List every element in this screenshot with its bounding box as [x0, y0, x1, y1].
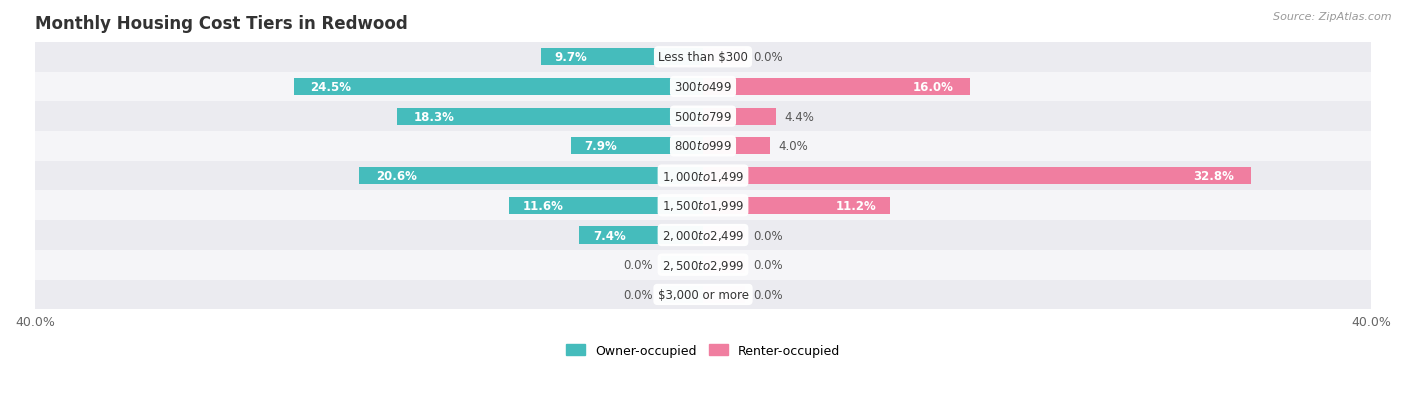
Text: 0.0%: 0.0%	[754, 229, 783, 242]
Bar	[509, 197, 703, 214]
Bar	[571, 138, 703, 155]
Text: 18.3%: 18.3%	[413, 110, 456, 123]
Bar	[398, 108, 703, 126]
Bar	[359, 168, 703, 185]
Bar	[703, 197, 890, 214]
Bar	[0, 43, 1406, 72]
Text: 0.0%: 0.0%	[623, 288, 652, 301]
Bar	[0, 102, 1406, 132]
Text: $3,000 or more: $3,000 or more	[658, 288, 748, 301]
Text: 4.0%: 4.0%	[778, 140, 808, 153]
Text: 0.0%: 0.0%	[754, 259, 783, 272]
Text: $800 to $999: $800 to $999	[673, 140, 733, 153]
Text: 11.6%: 11.6%	[523, 199, 564, 212]
Text: 32.8%: 32.8%	[1194, 170, 1234, 183]
Bar	[0, 221, 1406, 250]
Text: 24.5%: 24.5%	[311, 81, 352, 94]
Text: Source: ZipAtlas.com: Source: ZipAtlas.com	[1274, 12, 1392, 22]
Bar	[541, 49, 703, 66]
Text: 4.4%: 4.4%	[785, 110, 814, 123]
Text: 9.7%: 9.7%	[554, 51, 588, 64]
Text: $300 to $499: $300 to $499	[673, 81, 733, 94]
Bar	[703, 286, 745, 303]
Bar	[703, 256, 745, 274]
Bar	[0, 250, 1406, 280]
Text: $2,500 to $2,999: $2,500 to $2,999	[662, 258, 744, 272]
Legend: Owner-occupied, Renter-occupied: Owner-occupied, Renter-occupied	[561, 339, 845, 362]
Bar	[703, 108, 776, 126]
Bar	[294, 78, 703, 96]
Text: 0.0%: 0.0%	[754, 51, 783, 64]
Bar	[0, 72, 1406, 102]
Bar	[703, 168, 1251, 185]
Bar	[703, 138, 770, 155]
Bar	[703, 78, 970, 96]
Text: 0.0%: 0.0%	[754, 288, 783, 301]
Bar	[0, 191, 1406, 221]
Text: 11.2%: 11.2%	[837, 199, 877, 212]
Bar	[703, 227, 745, 244]
Text: $2,000 to $2,499: $2,000 to $2,499	[662, 228, 744, 242]
Text: $1,500 to $1,999: $1,500 to $1,999	[662, 199, 744, 213]
Bar	[703, 49, 745, 66]
Text: Less than $300: Less than $300	[658, 51, 748, 64]
Text: 7.9%: 7.9%	[585, 140, 617, 153]
Text: 7.4%: 7.4%	[593, 229, 626, 242]
Bar	[0, 161, 1406, 191]
Bar	[579, 227, 703, 244]
Bar	[661, 286, 703, 303]
Bar	[661, 256, 703, 274]
Text: $1,000 to $1,499: $1,000 to $1,499	[662, 169, 744, 183]
Text: 20.6%: 20.6%	[375, 170, 416, 183]
Text: 0.0%: 0.0%	[623, 259, 652, 272]
Text: Monthly Housing Cost Tiers in Redwood: Monthly Housing Cost Tiers in Redwood	[35, 15, 408, 33]
Text: 16.0%: 16.0%	[912, 81, 953, 94]
Bar	[0, 280, 1406, 309]
Text: $500 to $799: $500 to $799	[673, 110, 733, 123]
Bar	[0, 132, 1406, 161]
